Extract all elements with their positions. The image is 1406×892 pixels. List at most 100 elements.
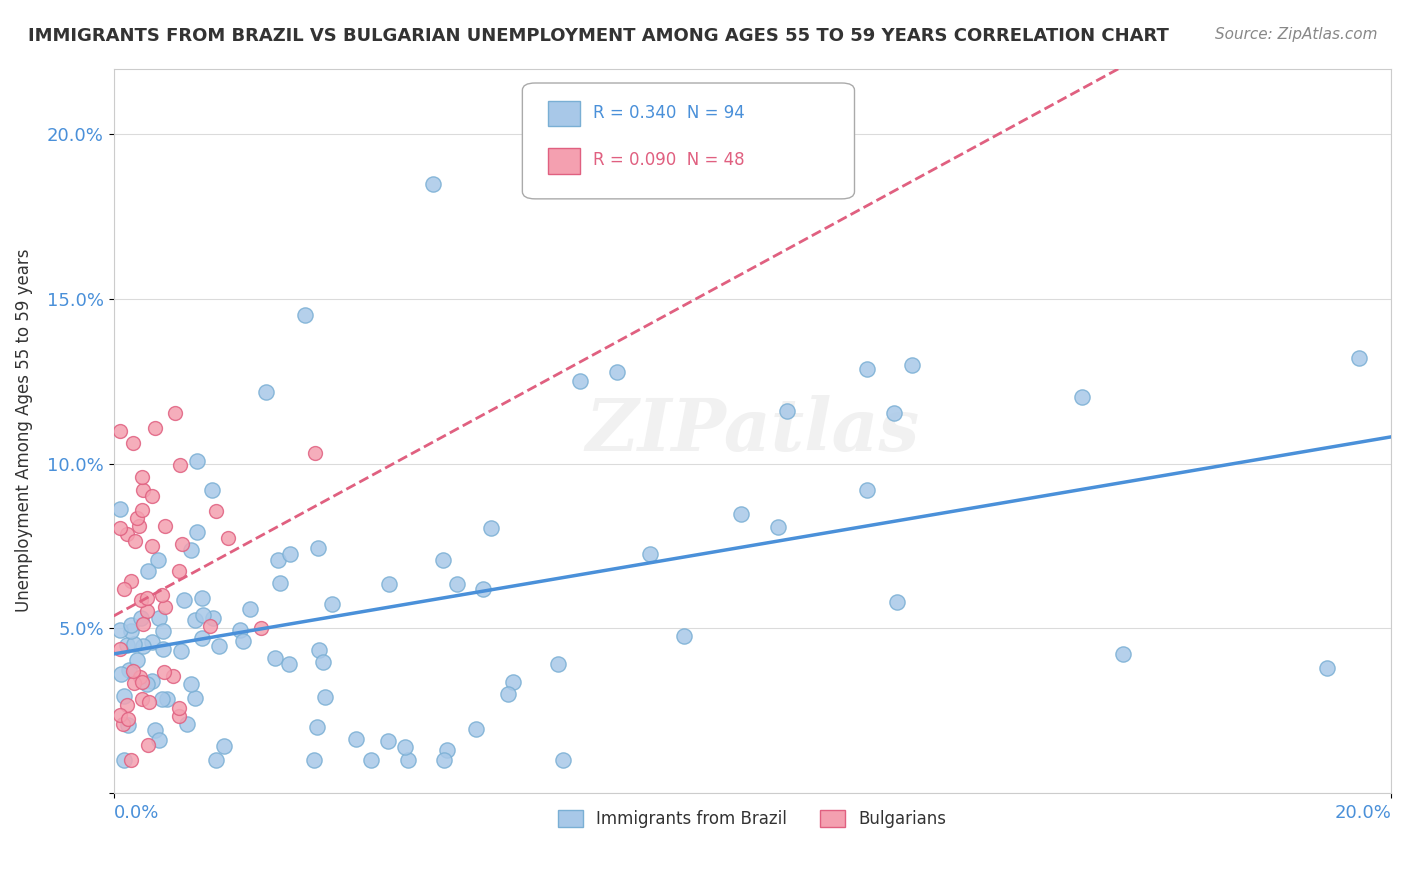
Point: [122, 675, 145, 690]
Point: [138, 738, 160, 752]
Point: [212, 739, 235, 754]
Point: [436, 743, 458, 757]
Legend: Immigrants from Brazil, Bulgarians: Immigrants from Brazil, Bulgarians: [551, 804, 953, 835]
Point: [250, 621, 273, 635]
Point: [360, 753, 382, 767]
Point: [117, 712, 139, 726]
Text: 0.0%: 0.0%: [114, 804, 159, 822]
Point: [125, 653, 148, 667]
Point: [121, 664, 143, 678]
Point: [167, 564, 190, 578]
Point: [184, 613, 207, 627]
Point: [108, 521, 131, 535]
Point: [204, 753, 226, 767]
Point: [115, 527, 138, 541]
Point: [169, 458, 191, 473]
Point: [294, 309, 316, 323]
Point: [280, 547, 302, 561]
Point: [141, 539, 163, 553]
Point: [768, 520, 790, 534]
Point: [207, 639, 229, 653]
Point: [131, 470, 153, 484]
Point: [173, 593, 195, 607]
Point: [304, 446, 326, 460]
Point: [122, 435, 145, 450]
Point: [163, 406, 186, 420]
Point: [496, 687, 519, 701]
Point: [314, 690, 336, 704]
Point: [883, 406, 905, 420]
Point: [378, 577, 401, 591]
Point: [117, 717, 139, 731]
Point: [568, 374, 591, 388]
Point: [120, 624, 142, 639]
Point: [141, 673, 163, 688]
Point: [132, 483, 155, 498]
Point: [148, 553, 170, 567]
Point: [254, 385, 277, 400]
Point: [124, 533, 146, 548]
Point: [136, 564, 159, 578]
Point: [117, 663, 139, 677]
Point: [886, 595, 908, 609]
Point: [115, 698, 138, 713]
Point: [264, 650, 287, 665]
Point: [183, 690, 205, 705]
Bar: [548, 148, 579, 174]
Point: [124, 636, 146, 650]
Point: [152, 665, 174, 679]
Point: [232, 634, 254, 648]
Point: [152, 624, 174, 639]
Point: [153, 600, 176, 615]
Point: [547, 657, 569, 671]
Point: [180, 677, 202, 691]
Point: [148, 732, 170, 747]
Point: [131, 692, 153, 706]
Point: [108, 623, 131, 637]
Point: [108, 424, 131, 438]
Point: [115, 638, 138, 652]
Point: [307, 541, 329, 555]
Point: [112, 717, 135, 731]
Point: [112, 753, 135, 767]
Point: [128, 670, 150, 684]
Point: [304, 753, 326, 767]
Point: [432, 553, 454, 567]
Point: [346, 731, 368, 746]
Point: [141, 635, 163, 649]
FancyBboxPatch shape: [523, 83, 855, 199]
Point: [638, 547, 661, 561]
Point: [901, 358, 924, 372]
Point: [131, 640, 153, 654]
Point: [672, 629, 695, 643]
Text: Source: ZipAtlas.com: Source: ZipAtlas.com: [1215, 27, 1378, 42]
Point: [201, 483, 224, 497]
Point: [120, 753, 142, 767]
Point: [394, 740, 416, 755]
Point: [150, 692, 173, 706]
Point: [136, 677, 159, 691]
Point: [110, 667, 132, 681]
Point: [108, 502, 131, 516]
Point: [775, 404, 797, 418]
Point: [131, 616, 153, 631]
Point: [148, 610, 170, 624]
Point: [128, 518, 150, 533]
Point: [143, 421, 166, 435]
Point: [112, 690, 135, 704]
Point: [138, 695, 160, 709]
Point: [152, 642, 174, 657]
Point: [169, 643, 191, 657]
Point: [150, 588, 173, 602]
Point: [308, 643, 330, 657]
Bar: [548, 101, 579, 127]
Point: [1316, 660, 1339, 674]
Point: [129, 611, 152, 625]
Point: [269, 576, 291, 591]
Text: R = 0.090  N = 48: R = 0.090 N = 48: [593, 152, 744, 169]
Text: R = 0.340  N = 94: R = 0.340 N = 94: [593, 104, 744, 122]
Point: [136, 591, 159, 605]
Point: [167, 709, 190, 723]
Point: [170, 537, 193, 551]
Point: [131, 503, 153, 517]
